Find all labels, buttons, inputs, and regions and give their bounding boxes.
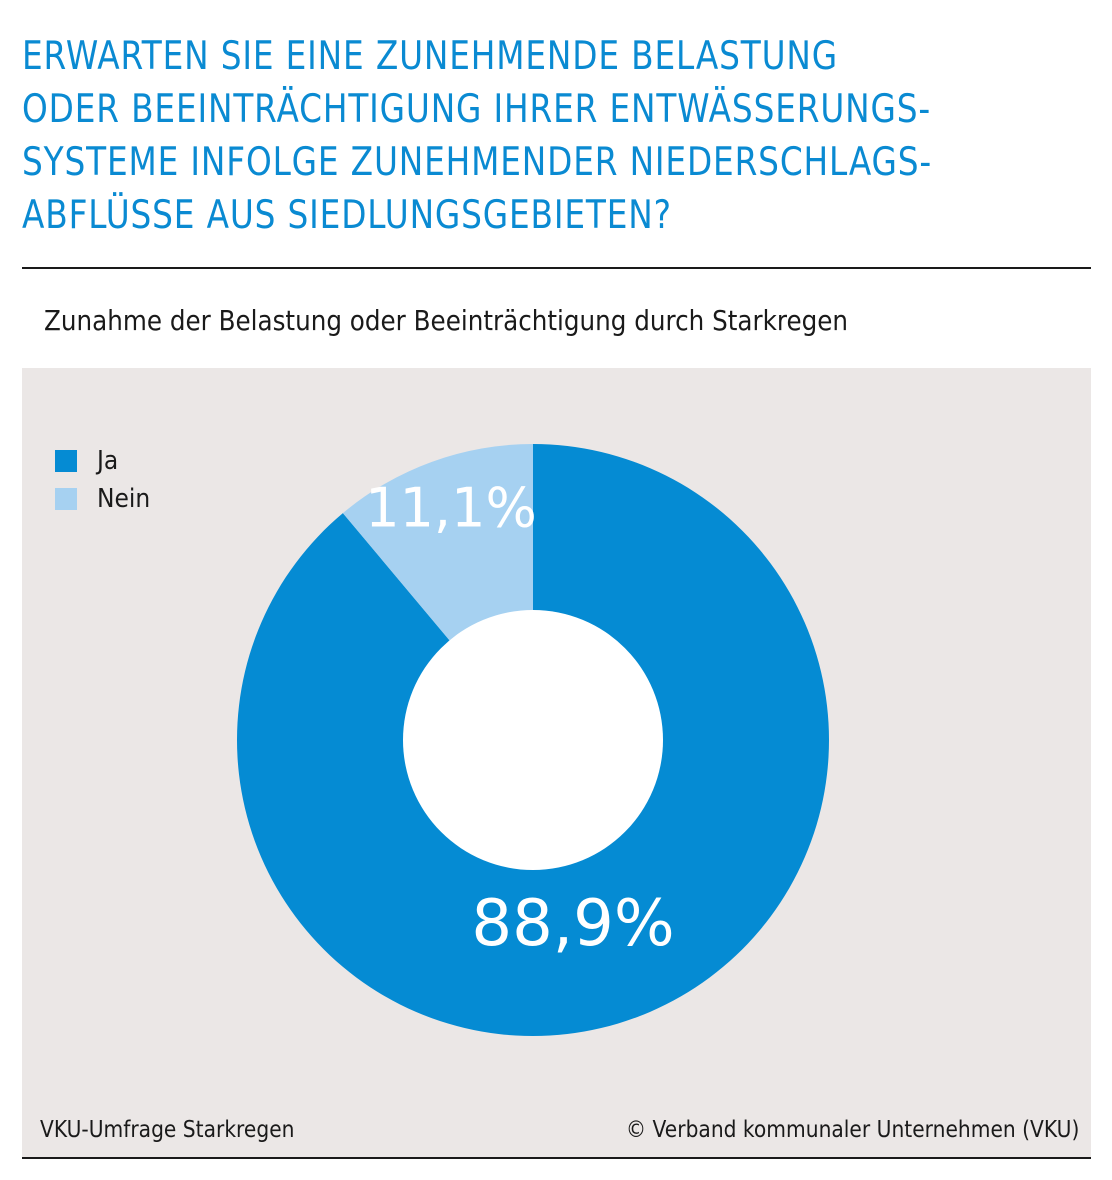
legend-swatch-ja xyxy=(55,450,77,472)
legend-label-nein: Nein xyxy=(97,484,151,514)
title-line-2: ODER BEEINTRÄCHTIGUNG IHRER ENTWÄSSERUNG… xyxy=(22,87,932,132)
title-line-3: SYSTEME INFOLGE ZUNEHMENDER NIEDERSCHLAG… xyxy=(22,140,933,185)
title-line-1: ERWARTEN SIE EINE ZUNEHMENDE BELASTUNG xyxy=(22,34,838,79)
copyright-note: © Verband kommunaler Unternehmen (VKU) xyxy=(625,1117,1079,1143)
top-divider xyxy=(22,267,1091,269)
source-note: VKU-Umfrage Starkregen xyxy=(40,1117,295,1143)
data-label-nein: 11,1% xyxy=(365,476,537,539)
legend-label-ja: Ja xyxy=(97,446,119,476)
donut-hole xyxy=(403,610,663,870)
chart-title: ERWARTEN SIE EINE ZUNEHMENDE BELASTUNG O… xyxy=(22,30,1093,242)
donut-chart: 88,9% 11,1% xyxy=(237,444,829,1036)
legend: Ja Nein xyxy=(55,442,156,518)
bottom-divider xyxy=(22,1157,1091,1159)
title-line-4: ABFLÜSSE AUS SIEDLUNGSGEBIETEN? xyxy=(22,193,672,238)
data-label-ja: 88,9% xyxy=(471,887,674,961)
legend-item-ja: Ja xyxy=(55,442,156,480)
chart-panel: Ja Nein 88,9% 11,1% xyxy=(22,368,1091,1157)
chart-subtitle: Zunahme der Belastung oder Beeinträchtig… xyxy=(44,304,849,337)
legend-swatch-nein xyxy=(55,488,77,510)
legend-item-nein: Nein xyxy=(55,480,156,518)
